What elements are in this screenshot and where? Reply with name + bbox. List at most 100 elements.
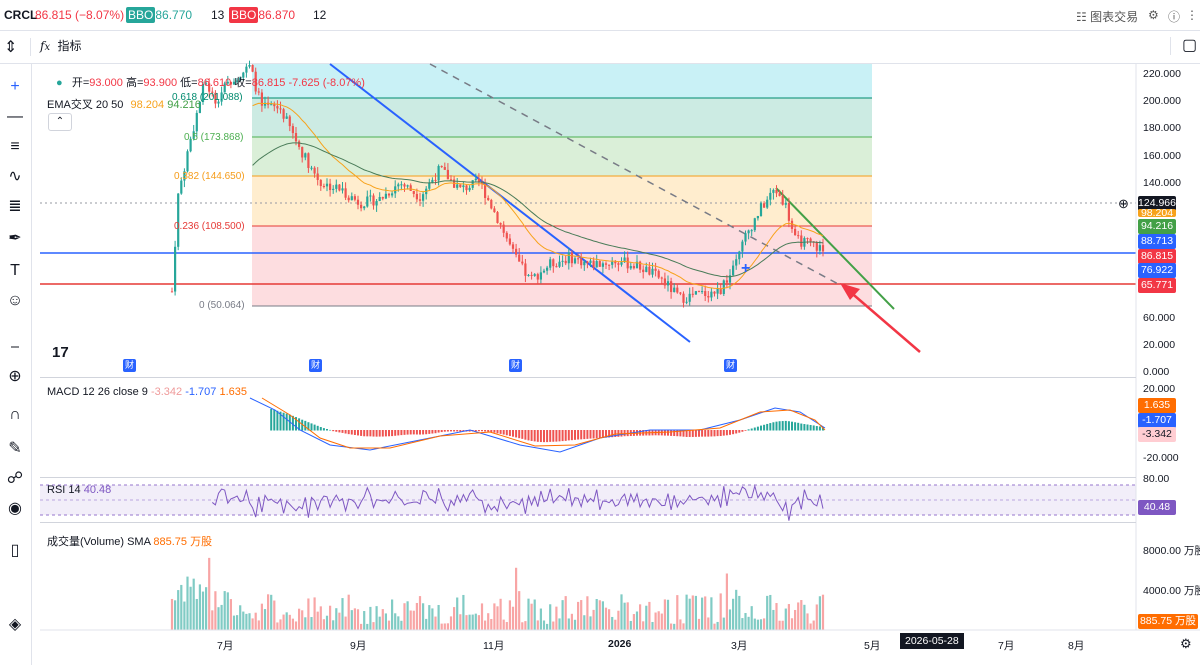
volume-bar [462,594,465,630]
candle-body [586,261,589,263]
earnings-marker[interactable]: 财 [123,359,136,372]
macd-legend[interactable]: MACD 12 26 close 9 -3.342 -1.707 1.635 [47,386,247,398]
macd-hist-bar [403,430,406,435]
layers-icon[interactable]: ◈ [8,616,22,633]
macd-hist-bar [682,430,685,437]
volume-bar [474,613,477,630]
candle-body [654,268,657,271]
emoji-icon[interactable]: ☺ [6,292,24,309]
candle-body [369,195,372,197]
lock-drawings-icon[interactable]: ✎ [8,440,22,457]
macd-hist-bar [406,430,409,435]
volume-tick: 4000.00 万股 [1143,585,1200,597]
macd-hist-bar [298,418,301,431]
ema-legend[interactable]: EMA交叉 20 50 98.204 94.216 [47,96,201,112]
pane-separator[interactable] [40,377,1136,378]
crosshair-icon[interactable]: + [10,78,20,95]
ema-20-line [252,102,824,290]
toolbar-divider [30,38,31,56]
candlestick-icon[interactable]: ⇕ [4,39,18,56]
volume-bar [294,621,298,630]
macd-hist-bar [378,430,381,437]
volume-bar [353,608,356,630]
macd-hist-bar [564,430,567,441]
pane-separator[interactable] [40,477,1136,478]
earnings-marker[interactable]: 财 [509,359,522,372]
volume-bar [322,619,325,630]
macd-hist-bar [431,430,434,434]
question-icon[interactable]: ⓘ [1168,10,1181,24]
macd-badge: -1.707 [1138,413,1176,428]
candle-body [440,166,443,168]
indicators-button[interactable]: fx 指标 [40,39,82,53]
add-alert-icon[interactable]: ⊕ [1118,196,1129,211]
fullscreen-icon[interactable]: ▢ [1182,37,1198,54]
magnet-icon[interactable]: ∩ [9,406,21,423]
volume-bar [697,618,701,630]
annotation-arrow[interactable] [847,289,921,353]
settings-icon[interactable]: ⚙ [1148,8,1159,22]
macd-hist-bar [273,409,276,431]
macd-hist-bar [716,430,719,437]
candle-body [468,187,471,191]
volume-bar [707,617,710,630]
macd-hist-bar [753,427,756,431]
tradingview-logo: 17 [52,344,69,361]
lock-icon[interactable]: ☍ [6,470,24,487]
earnings-marker[interactable]: 财 [724,359,737,372]
blue-trend-line[interactable] [329,63,691,343]
fib-label: 0.5 (173.868) [184,132,244,143]
macd-hist-bar [422,430,425,435]
volume-bar [818,596,821,630]
volume-bar [279,619,282,630]
volume-bar [542,620,546,630]
volume-bar [496,606,499,630]
rsi-legend[interactable]: RSI 14 40.48 [47,484,111,496]
zoom-in-icon[interactable]: ⊕ [8,368,22,385]
volume-bar [177,590,180,630]
macd-hist-bar [694,430,697,437]
macd-hist-bar [353,430,356,435]
high-value: 93.900 [143,77,178,89]
macd-hist-bar [539,430,542,443]
symbol[interactable]: CRCL [4,8,38,22]
chart-trade-button[interactable]: ☷ 图表交易 [1076,10,1139,24]
green-trend-line[interactable] [775,187,895,310]
volume-bar [350,610,353,630]
candle-body [790,220,794,229]
pattern-icon[interactable]: ∿ [8,168,22,185]
more-icon[interactable]: ⋮ [1186,8,1198,22]
candle-body [180,180,183,194]
macd-hist-bar [772,422,775,431]
collapse-legend-button[interactable]: ⌃ [48,113,72,131]
text-icon[interactable]: T [10,262,20,279]
macd-hist-bar [316,425,319,431]
fib-icon[interactable]: ≣ [8,198,22,215]
volume-bar [821,594,825,630]
candle-body [170,291,174,293]
volume-bar [589,616,592,630]
volume-legend[interactable]: 成交量(Volume) SMA 885.75 万股 [47,533,212,549]
volume-bar [183,601,186,630]
trash-icon[interactable]: ▯ [10,542,20,559]
volume-bar [291,618,294,630]
trend-line-icon[interactable]: — [7,108,23,125]
volume-bar [285,612,288,630]
ruler-icon[interactable]: ⎯ [10,338,19,355]
time-tick: 2026 [608,638,632,650]
eye-icon[interactable]: ◉ [8,500,22,517]
candle-body [201,83,205,102]
brush-icon[interactable]: ✒ [8,230,22,247]
macd-hist-bar [558,430,561,442]
macd-hist-bar [456,430,459,432]
volume-bar [750,606,753,630]
earnings-marker[interactable]: 财 [309,359,322,372]
macd-hist-bar [341,430,344,433]
pane-separator[interactable] [40,522,1136,523]
fib-zone [252,176,872,226]
macd-hist-bar [555,430,558,442]
candle-body [784,203,787,205]
axis-settings-icon[interactable]: ⚙ [1180,636,1192,651]
horizontal-lines-icon[interactable]: ≡ [10,138,20,155]
